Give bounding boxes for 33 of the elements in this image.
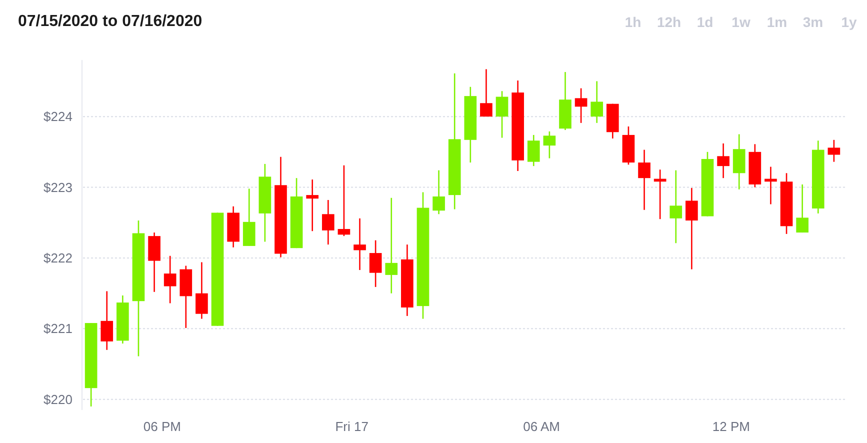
candlestick (480, 68, 492, 118)
candlestick (828, 139, 840, 162)
candlestick (796, 184, 808, 234)
candlestick (574, 88, 588, 124)
y-tick-label: $222 (44, 250, 72, 266)
x-tick-label: 12 PM (712, 419, 750, 434)
candlestick (764, 166, 777, 205)
candlestick (717, 142, 730, 179)
candlestick (527, 134, 540, 167)
candlestick (338, 164, 350, 237)
candlestick (164, 255, 176, 304)
candlestick (686, 187, 698, 270)
y-tick-label: $220 (44, 392, 72, 407)
candlestick (354, 218, 366, 271)
candlestick (369, 240, 382, 288)
candlestick (322, 199, 334, 246)
y-tick-label: $223 (44, 180, 72, 195)
y-tick-label: $224 (44, 109, 72, 124)
x-tick-label: 06 AM (523, 419, 560, 434)
candlestick (638, 149, 650, 211)
chart-title: 07/15/2020 to 07/16/2020 (18, 13, 202, 30)
candlestick (196, 262, 208, 320)
y-tick-label: $221 (44, 321, 72, 336)
x-tick-label: Fri 17 (335, 419, 368, 434)
candlestick (432, 170, 445, 215)
candlestick (670, 170, 682, 244)
candlestick (306, 178, 319, 232)
candlestick (543, 130, 556, 159)
x-tick-label: 06 PM (143, 419, 181, 434)
candlestick (385, 197, 398, 294)
candlestick (590, 80, 604, 124)
candlestick (100, 290, 114, 351)
candlestick (496, 90, 508, 138)
